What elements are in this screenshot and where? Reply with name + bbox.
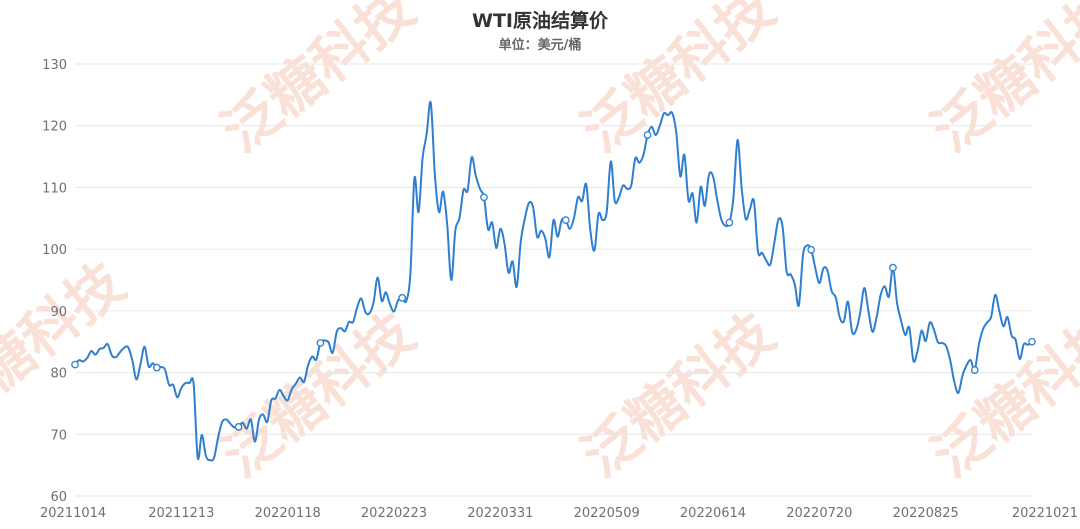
grid-lines: [75, 63, 1032, 497]
x-tick-label: 20220720: [786, 506, 852, 521]
y-tick-label: 90: [50, 305, 67, 320]
series-layer: [71, 100, 1036, 462]
y-tick-label: 110: [42, 181, 67, 196]
chart-subtitle: 单位：美元/桶: [499, 37, 582, 53]
y-tick-label: 60: [50, 490, 67, 505]
watermark-text: 泛糖科技: [920, 301, 1080, 490]
data-point[interactable]: [1028, 337, 1036, 346]
y-tick-label: 100: [42, 243, 67, 258]
watermark-text: 泛糖科技: [570, 301, 787, 490]
watermark-text: 泛糖科技: [210, 0, 427, 165]
data-point[interactable]: [725, 218, 734, 227]
data-point[interactable]: [152, 363, 161, 372]
x-tick-label: 20221021: [1012, 506, 1078, 521]
y-tick-label: 70: [50, 428, 67, 443]
data-point[interactable]: [807, 245, 816, 254]
data-point[interactable]: [889, 263, 897, 272]
watermark-text: 泛糖科技: [0, 251, 137, 440]
y-tick-label: 120: [42, 120, 67, 135]
chart-title: WTI原油结算价: [472, 9, 609, 32]
x-tick-label: 20220509: [574, 506, 640, 521]
watermark-text: 泛糖科技: [920, 0, 1080, 165]
y-axis-ticks: 60 70 80 90 100 110 120 130: [42, 58, 67, 505]
y-tick-label: 80: [50, 367, 67, 382]
x-tick-label: 20220825: [893, 506, 959, 521]
x-tick-label: 20211014: [40, 506, 106, 521]
series-line: [74, 100, 1033, 462]
x-tick-label: 20220223: [361, 506, 427, 521]
data-point[interactable]: [480, 193, 488, 202]
data-point[interactable]: [970, 366, 979, 374]
data-point[interactable]: [398, 294, 407, 302]
watermark-text: 泛糖科技: [210, 301, 427, 490]
data-point[interactable]: [316, 339, 325, 347]
data-point[interactable]: [561, 216, 570, 224]
data-point[interactable]: [234, 423, 243, 431]
data-point[interactable]: [71, 360, 79, 369]
x-tick-label: 20220118: [255, 506, 321, 521]
x-axis-ticks: 20211014 20211213 20220118 20220223 20220331…: [40, 506, 1078, 521]
data-point[interactable]: [643, 131, 652, 139]
x-tick-label: 20211213: [148, 506, 214, 521]
x-tick-label: 20220331: [467, 506, 533, 521]
y-tick-label: 130: [42, 58, 67, 73]
x-tick-label: 20220614: [680, 506, 746, 521]
